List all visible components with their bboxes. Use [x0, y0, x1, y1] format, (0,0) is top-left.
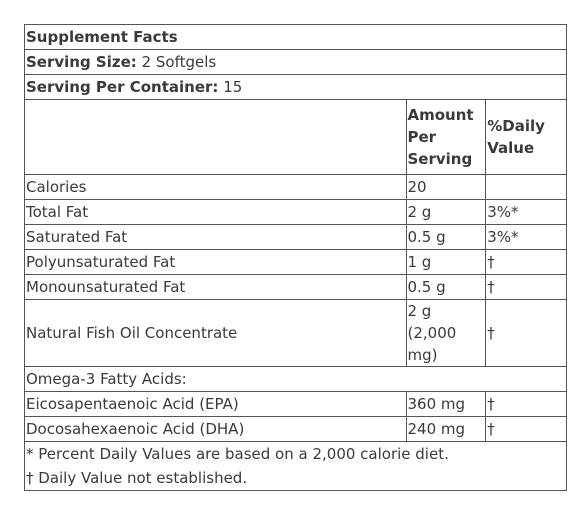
- nutrient-amount: 0.5 g: [405, 224, 487, 250]
- nutrient-amount: 2 g (2,000 mg): [405, 299, 487, 367]
- nutrient-row-monounsaturated-fat: Monounsaturated Fat 0.5 g †: [24, 274, 567, 300]
- nutrient-daily-value: †: [485, 391, 567, 417]
- footnote-not-established: † Daily Value not established.: [26, 469, 248, 487]
- nutrient-amount: 20: [405, 174, 487, 200]
- nutrient-amount: 240 mg: [405, 416, 487, 442]
- footnote-row: * Percent Daily Values are based on a 2,…: [24, 441, 567, 491]
- nutrient-name: Total Fat: [24, 199, 407, 225]
- nutrient-row-calories: Calories 20: [24, 174, 567, 200]
- servings-per-container-label: Serving Per Container:: [26, 77, 219, 96]
- nutrient-row-saturated-fat: Saturated Fat 0.5 g 3%*: [24, 224, 567, 250]
- nutrient-daily-value: †: [485, 249, 567, 275]
- nutrient-name: Eicosapentaenoic Acid (EPA): [24, 391, 407, 417]
- servings-per-container-value: 15: [223, 77, 243, 96]
- nutrient-daily-value: †: [485, 416, 567, 442]
- servings-per-container-cell: Serving Per Container: 15: [24, 74, 567, 100]
- serving-size-row: Serving Size: 2 Softgels: [24, 49, 567, 75]
- nutrient-name: Natural Fish Oil Concentrate: [24, 299, 407, 367]
- nutrient-row-dha: Docosahexaenoic Acid (DHA) 240 mg †: [24, 416, 567, 442]
- column-header-row: Amount Per Serving %Daily Value: [24, 99, 567, 175]
- nutrient-name: Polyunsaturated Fat: [24, 249, 407, 275]
- supplement-facts-table: Supplement Facts Serving Size: 2 Softgel…: [24, 24, 567, 491]
- footnote-cell: * Percent Daily Values are based on a 2,…: [24, 441, 567, 491]
- omega-heading: Omega-3 Fatty Acids:: [24, 366, 567, 392]
- daily-value-column-header: %Daily Value: [485, 99, 567, 175]
- serving-size-value: 2 Softgels: [141, 52, 217, 71]
- nutrient-daily-value: †: [485, 299, 567, 367]
- title-row: Supplement Facts: [24, 24, 567, 50]
- nutrient-name: Calories: [24, 174, 407, 200]
- nutrient-name: Monounsaturated Fat: [24, 274, 407, 300]
- nutrient-daily-value: 3%*: [485, 224, 567, 250]
- nutrient-row-total-fat: Total Fat 2 g 3%*: [24, 199, 567, 225]
- nutrient-row-epa: Eicosapentaenoic Acid (EPA) 360 mg †: [24, 391, 567, 417]
- amount-column-header: Amount Per Serving: [405, 99, 487, 175]
- nutrient-name: Docosahexaenoic Acid (DHA): [24, 416, 407, 442]
- nutrient-amount: 360 mg: [405, 391, 487, 417]
- nutrient-daily-value: [485, 174, 567, 200]
- footnote-percent-daily: * Percent Daily Values are based on a 2,…: [26, 445, 449, 463]
- omega-heading-row: Omega-3 Fatty Acids:: [24, 366, 567, 392]
- servings-per-container-row: Serving Per Container: 15: [24, 74, 567, 100]
- nutrient-row-polyunsaturated-fat: Polyunsaturated Fat 1 g †: [24, 249, 567, 275]
- serving-size-label: Serving Size:: [26, 52, 137, 71]
- nutrient-amount: 2 g: [405, 199, 487, 225]
- nutrient-daily-value: 3%*: [485, 199, 567, 225]
- serving-size-cell: Serving Size: 2 Softgels: [24, 49, 567, 75]
- empty-header-cell: [24, 99, 407, 175]
- nutrient-name: Saturated Fat: [24, 224, 407, 250]
- table-title: Supplement Facts: [24, 24, 567, 50]
- nutrient-amount: 1 g: [405, 249, 487, 275]
- nutrient-amount: 0.5 g: [405, 274, 487, 300]
- nutrient-daily-value: †: [485, 274, 567, 300]
- nutrient-row-fish-oil: Natural Fish Oil Concentrate 2 g (2,000 …: [24, 299, 567, 367]
